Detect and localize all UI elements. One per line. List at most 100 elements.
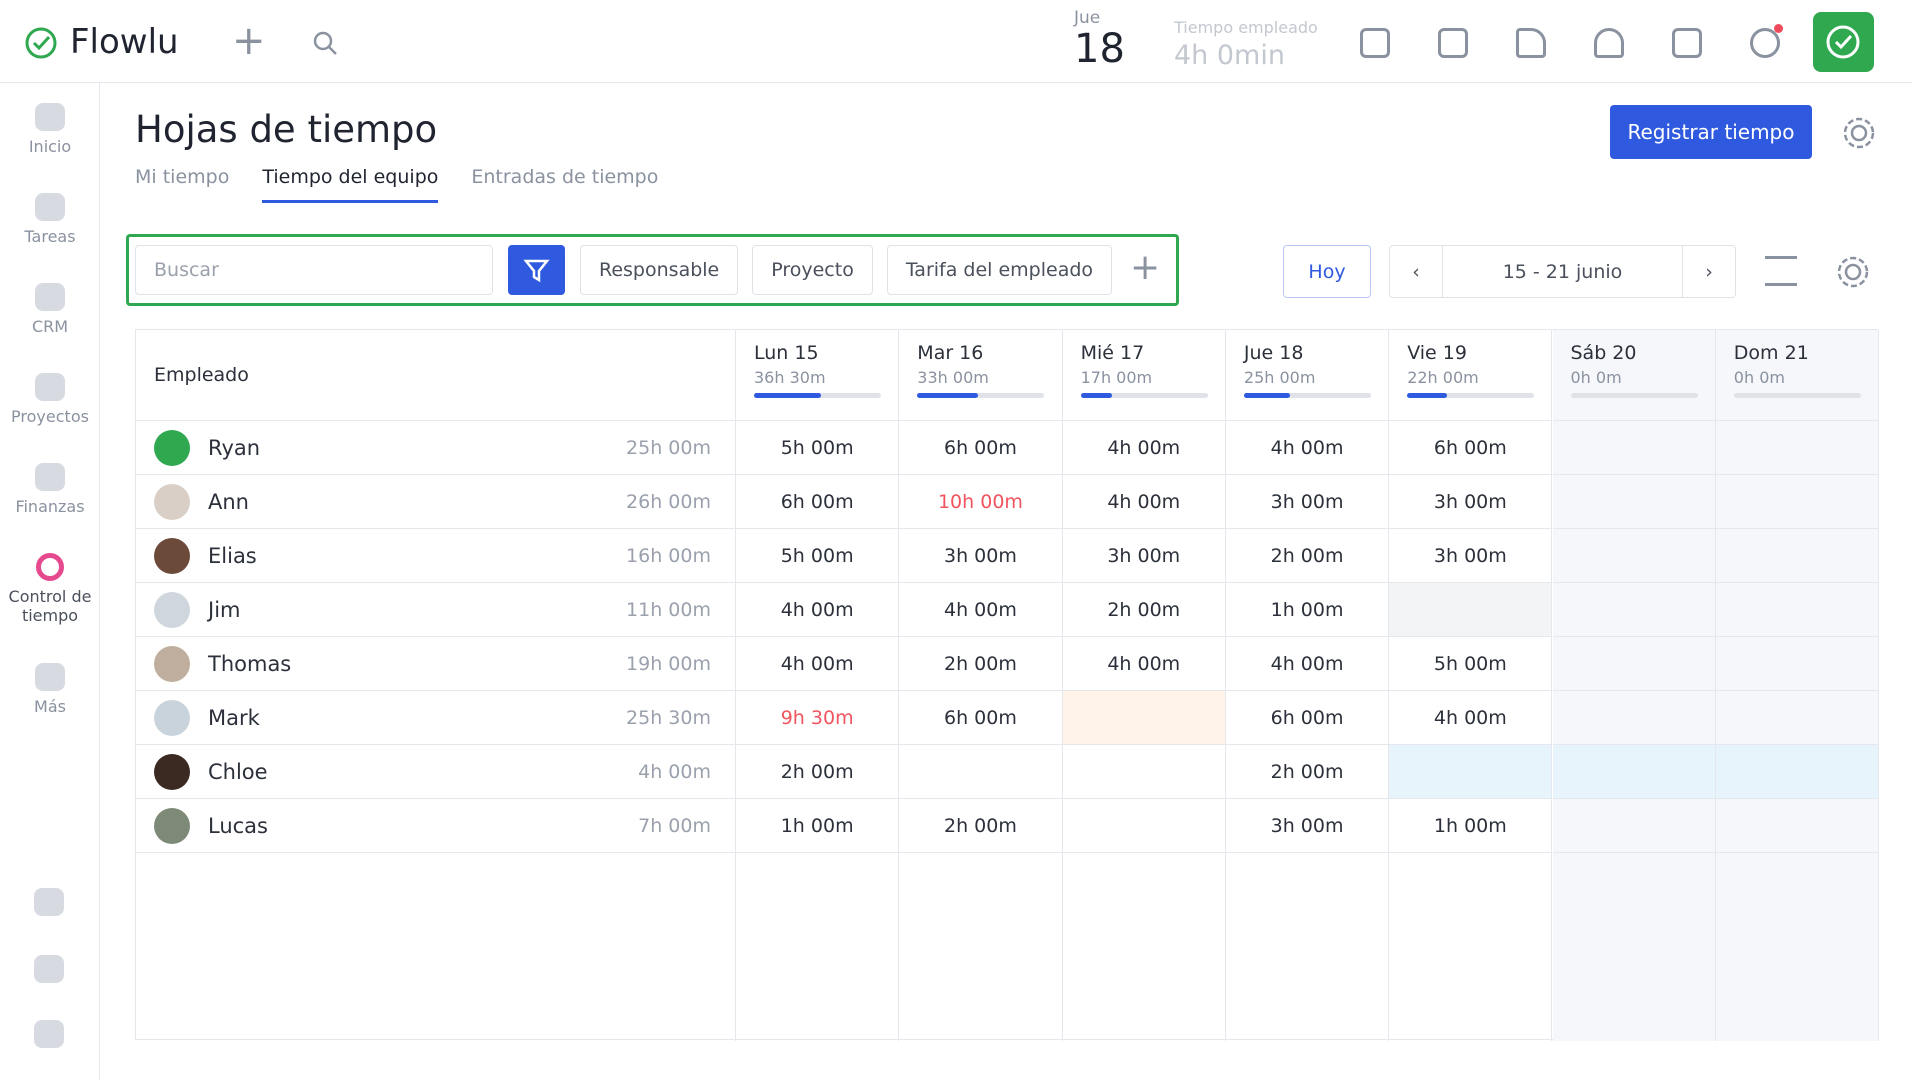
time-cell[interactable]: 6h 00m [1225,691,1390,745]
time-cell[interactable] [899,745,1063,799]
employee-cell[interactable]: Elias 16h 00m [136,529,736,583]
table-settings[interactable] [1836,255,1870,289]
sidebar-tool[interactable] [34,888,64,916]
time-cell[interactable] [1552,583,1716,637]
time-cell[interactable]: 3h 00m [1389,529,1553,583]
time-cell[interactable]: 3h 00m [1062,529,1226,583]
time-cell[interactable]: 9h 30m [736,691,900,745]
employee-cell[interactable]: Ann 26h 00m [136,475,736,529]
time-cell[interactable]: 3h 00m [899,529,1063,583]
time-cell[interactable] [1062,691,1226,745]
help-icon[interactable] [1750,28,1780,58]
sidebar-item[interactable]: CRM [0,283,100,336]
time-cell[interactable]: 2h 00m [899,637,1063,691]
sidebar-item[interactable]: Tareas [0,193,100,246]
time-cell[interactable] [1062,799,1226,853]
time-cell[interactable] [1715,421,1880,475]
time-cell[interactable]: 3h 00m [1389,475,1553,529]
sidebar-tool[interactable] [34,955,64,983]
logo[interactable]: Flowlu [70,22,179,62]
time-cell[interactable] [1715,691,1880,745]
time-cell[interactable] [1715,529,1880,583]
filter-button[interactable] [508,245,565,295]
page-settings[interactable] [1842,116,1876,150]
time-cell[interactable]: 3h 00m [1225,799,1390,853]
notes-icon[interactable] [1438,28,1468,58]
time-cell[interactable] [1552,799,1716,853]
time-cell[interactable] [1715,745,1880,799]
time-cell[interactable] [1715,799,1880,853]
time-cell[interactable]: 6h 00m [899,691,1063,745]
time-cell[interactable] [1715,583,1880,637]
time-cell[interactable]: 2h 00m [1062,583,1226,637]
employee-cell[interactable]: Mark 25h 30m [136,691,736,745]
search-input[interactable]: Buscar [135,245,493,295]
today-button[interactable]: Hoy [1283,245,1371,298]
prev-week[interactable]: ‹ [1389,245,1443,298]
time-cell[interactable]: 2h 00m [736,745,900,799]
time-cell[interactable] [1552,745,1716,799]
phone-icon[interactable] [1516,28,1546,58]
time-cell[interactable]: 6h 00m [736,475,900,529]
bell-icon[interactable] [1594,28,1624,58]
time-cell[interactable] [1715,475,1880,529]
time-cell[interactable]: 5h 00m [1389,637,1553,691]
employee-cell[interactable]: Lucas 7h 00m [136,799,736,853]
time-cell[interactable]: 6h 00m [1389,421,1553,475]
time-cell[interactable]: 4h 00m [899,583,1063,637]
time-cell[interactable]: 4h 00m [736,637,900,691]
time-cell[interactable]: 2h 00m [1225,745,1390,799]
view-options[interactable] [1765,256,1797,286]
time-cell[interactable]: 6h 00m [899,421,1063,475]
time-cell[interactable] [1389,745,1553,799]
tab[interactable]: Mi tiempo [135,166,230,188]
sidebar-item[interactable]: Control de tiempo [0,553,100,625]
time-cell[interactable]: 10h 00m [899,475,1063,529]
time-cell[interactable]: 2h 00m [899,799,1063,853]
time-cell[interactable]: 4h 00m [1225,421,1390,475]
add-button[interactable]: + [232,18,266,64]
time-cell[interactable]: 4h 00m [1389,691,1553,745]
time-cell[interactable] [1552,529,1716,583]
employee-cell[interactable]: Jim 11h 00m [136,583,736,637]
timer-button[interactable] [1813,12,1874,72]
time-cell[interactable]: 1h 00m [736,799,900,853]
time-cell[interactable]: 4h 00m [1062,421,1226,475]
time-cell[interactable] [1062,745,1226,799]
chat-icon[interactable] [1672,28,1702,58]
employee-cell[interactable]: Ryan 25h 00m [136,421,736,475]
time-cell[interactable]: 4h 00m [1062,475,1226,529]
time-cell[interactable] [1552,637,1716,691]
employee-cell[interactable]: Chloe 4h 00m [136,745,736,799]
sidebar-item[interactable]: Proyectos [0,373,100,426]
time-cell[interactable] [1715,637,1880,691]
filter-chip[interactable]: Responsable [580,245,739,295]
add-filter[interactable]: + [1130,247,1161,288]
time-cell[interactable]: 4h 00m [1062,637,1226,691]
time-cell[interactable]: 5h 00m [736,421,900,475]
mail-icon[interactable] [1360,28,1390,58]
sidebar-tool[interactable] [34,1020,64,1048]
time-cell[interactable]: 5h 00m [736,529,900,583]
employee-cell[interactable]: Thomas 19h 00m [136,637,736,691]
sidebar-item[interactable]: Inicio [0,103,100,156]
filter-chip[interactable]: Proyecto [752,245,873,295]
time-cell[interactable]: 2h 00m [1225,529,1390,583]
sidebar-item[interactable]: Finanzas [0,463,100,516]
time-cell[interactable]: 4h 00m [736,583,900,637]
filter-chip[interactable]: Tarifa del empleado [886,245,1113,295]
search-button[interactable] [312,30,340,58]
next-week[interactable]: › [1682,245,1736,298]
tab[interactable]: Entradas de tiempo [471,166,659,188]
time-cell[interactable]: 1h 00m [1389,799,1553,853]
time-cell[interactable] [1389,583,1553,637]
time-cell[interactable] [1552,691,1716,745]
time-cell[interactable]: 1h 00m [1225,583,1390,637]
register-time-button[interactable]: Registrar tiempo [1610,105,1812,159]
sidebar-item[interactable]: Más [0,663,100,716]
time-cell[interactable]: 3h 00m [1225,475,1390,529]
time-cell[interactable] [1552,421,1716,475]
time-cell[interactable]: 4h 00m [1225,637,1390,691]
time-cell[interactable] [1552,475,1716,529]
tab[interactable]: Tiempo del equipo [262,166,439,203]
